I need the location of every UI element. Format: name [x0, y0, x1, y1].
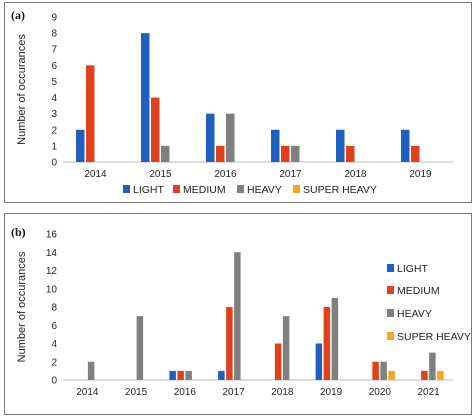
bar-heavy-2016 [185, 370, 192, 380]
bar-light-2019 [401, 129, 410, 162]
bar-light-2019 [315, 343, 323, 380]
y-tick-label: 2 [51, 357, 57, 368]
legend-swatch [387, 286, 394, 294]
bar-medium-2017 [281, 145, 290, 162]
bar-light-2016 [169, 370, 176, 380]
bar-heavy-2017 [291, 145, 300, 162]
y-tick-label: 16 [46, 230, 58, 241]
y-tick-label: 6 [51, 321, 57, 332]
bar-heavy-2016 [226, 113, 235, 162]
y-tick-label: 10 [46, 284, 58, 295]
panel-label: (a) [11, 8, 25, 22]
bar-heavy-2018 [282, 316, 290, 380]
bar-light-2017 [271, 129, 280, 162]
legend-swatch [173, 185, 180, 193]
bar-super-heavy-2020 [388, 370, 395, 380]
y-tick-label: 0 [51, 158, 57, 169]
y-tick-label: 6 [51, 61, 57, 72]
legend-swatch [387, 264, 394, 272]
x-tick-label: 2019 [409, 169, 432, 180]
legend-label: MEDIUM [183, 184, 226, 196]
y-tick-label: 12 [46, 266, 58, 277]
bar-heavy-2014 [87, 361, 95, 380]
y-tick-label: 9 [51, 13, 57, 24]
legend-label: HEAVY [397, 308, 432, 320]
x-tick-label: 2015 [149, 169, 172, 180]
y-tick-label: 7 [51, 45, 57, 56]
bar-light-2018 [336, 129, 345, 162]
bar-medium-2014 [86, 65, 95, 162]
y-tick-label: 1 [51, 141, 57, 152]
y-tick-label: 4 [51, 93, 57, 104]
bar-medium-2019 [411, 145, 420, 162]
x-tick-label: 2015 [125, 387, 148, 398]
bar-medium-2018 [346, 145, 355, 162]
legend-label: HEAVY [247, 184, 282, 196]
legend-swatch [293, 185, 300, 193]
legend-swatch [387, 332, 394, 340]
bar-light-2016 [206, 113, 215, 162]
x-tick-label: 2016 [214, 169, 237, 180]
legend-label: MEDIUM [397, 285, 440, 297]
chart-panel-b: (b) Number of occurances 0 2 4 6 8 10 12 14 16 2014… [4, 213, 472, 415]
bar-light-2014 [76, 129, 85, 162]
legend-swatch [387, 309, 394, 317]
y-tick-label: 2 [51, 125, 57, 136]
legend-swatch [237, 185, 244, 193]
y-tick-label: 5 [51, 77, 57, 88]
x-tick-label: 2018 [271, 387, 294, 398]
bar-heavy-2015 [161, 145, 170, 162]
bar-medium-2017 [226, 307, 233, 380]
x-tick-label: 2014 [84, 169, 107, 180]
y-tick-label: 14 [46, 248, 58, 259]
bar-medium-2020 [372, 361, 379, 380]
x-tick-label: 2014 [76, 387, 99, 398]
y-tick-label: 8 [51, 303, 57, 314]
chart-b-svg: (b) Number of occurances 0 2 4 6 8 10 12 14 16 2014… [11, 225, 471, 398]
bar-heavy-2017 [234, 252, 241, 380]
y-axis-label: Number of occurances [16, 34, 28, 145]
bar-super-heavy-2021 [437, 370, 444, 380]
x-tick-label: 2018 [344, 169, 367, 180]
bar-heavy-2015 [136, 316, 144, 380]
bar-heavy-2021 [429, 352, 436, 380]
y-axis-label: Number of occurances [16, 251, 28, 362]
bar-medium-2019 [323, 307, 331, 380]
bar-medium-2016 [216, 145, 225, 162]
bar-heavy-2019 [331, 297, 339, 380]
legend-label: LIGHT [133, 184, 165, 196]
y-tick-label: 8 [51, 29, 57, 40]
bar-medium-2021 [421, 370, 428, 380]
y-tick-label: 0 [51, 376, 57, 387]
bar-medium-2016 [177, 370, 184, 380]
chart-a-svg: (a) Number of occurances 0 1 2 3 4 5 6 7 8 9 2014 201… [11, 8, 453, 196]
bar-light-2015 [141, 33, 150, 162]
legend-label: LIGHT [397, 263, 429, 275]
x-tick-label: 2017 [279, 169, 302, 180]
legend-label: SUPER HEAVY [303, 184, 377, 196]
x-tick-label: 2017 [223, 387, 246, 398]
chart-panel-a: (a) Number of occurances 0 1 2 3 4 5 6 7 8 9 2014 201… [4, 2, 472, 203]
x-tick-label: 2020 [369, 387, 392, 398]
bar-light-2017 [218, 370, 225, 380]
x-tick-label: 2016 [174, 387, 197, 398]
legend-swatch [123, 185, 130, 193]
legend-label: SUPER HEAVY [397, 331, 471, 343]
bar-medium-2018 [274, 343, 282, 380]
bar-medium-2015 [151, 97, 160, 162]
panel-label: (b) [11, 225, 26, 239]
x-tick-label: 2019 [320, 387, 343, 398]
bar-heavy-2020 [380, 361, 387, 380]
x-tick-label: 2021 [418, 387, 441, 398]
y-tick-label: 4 [51, 339, 57, 350]
y-tick-label: 3 [51, 109, 57, 120]
